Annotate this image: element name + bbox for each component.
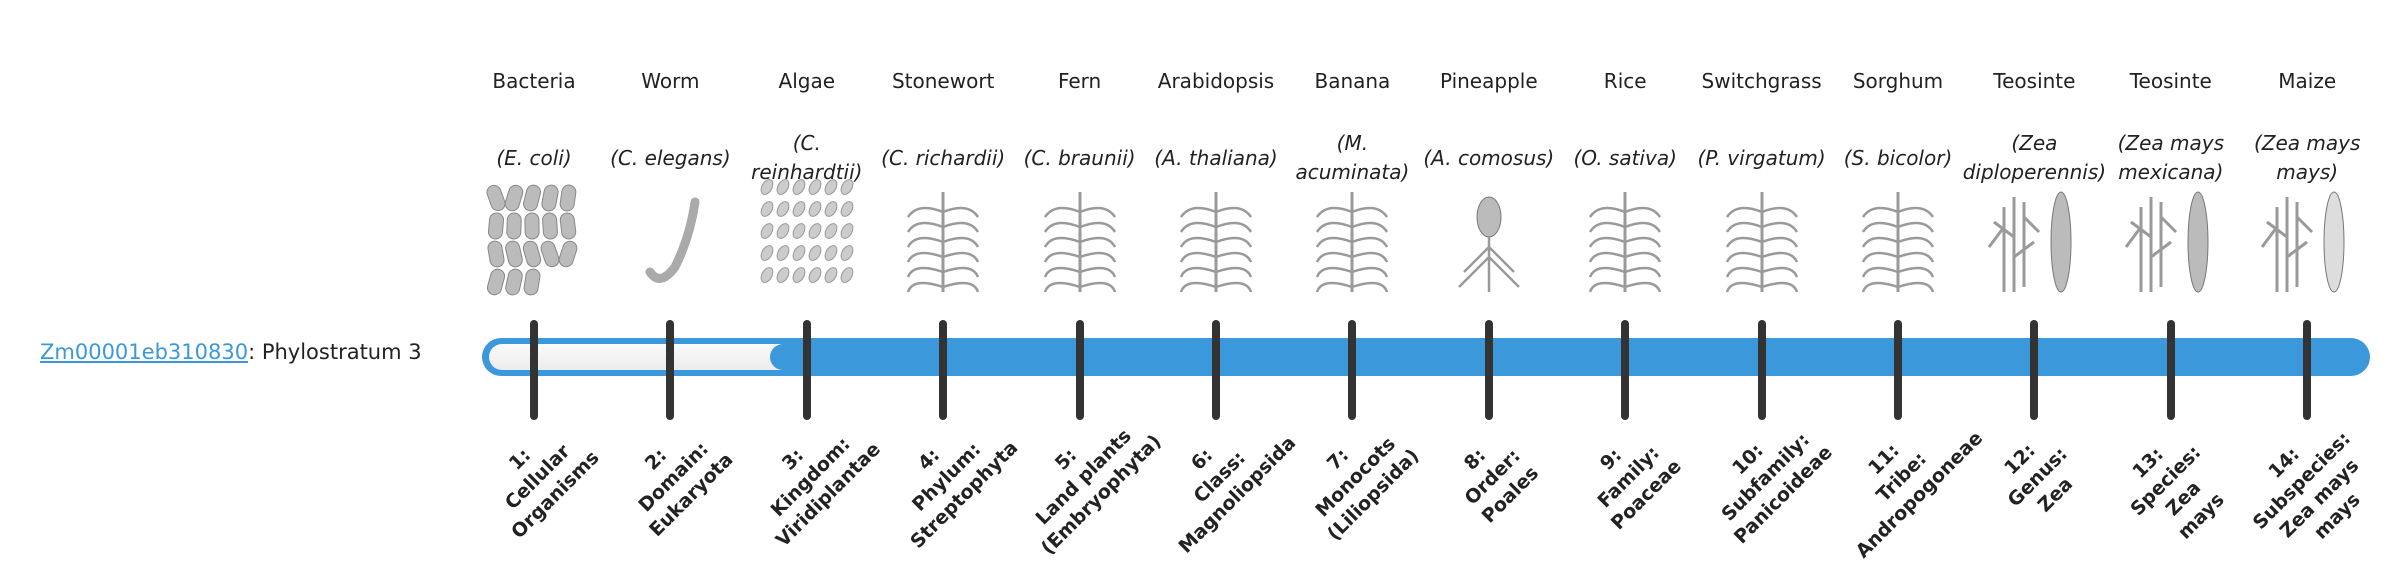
arabidopsis-icon — [1161, 177, 1271, 297]
stratum-tick — [939, 320, 948, 420]
stratum-tick — [1075, 320, 1084, 420]
stratum-tick — [1348, 320, 1357, 420]
gene-link[interactable]: Zm00001eb310830 — [40, 340, 249, 364]
stratum-label: 8: Order: Poales — [1406, 391, 1579, 564]
organism-scientific-name: (C. braunii) — [1023, 145, 1136, 170]
phylostratum-fill — [489, 344, 798, 370]
stratum-label: 10: Subfamily: Panicoideae — [1679, 391, 1852, 564]
organism-header: Teosinte (Zea diploperennis) — [1962, 64, 2107, 208]
gene-label: Zm00001eb310830: Phylostratum 3 — [40, 340, 422, 364]
organism-common-name: Teosinte — [2129, 69, 2212, 93]
maize-icon — [2252, 177, 2362, 297]
organism-header: Fern (C. braunii) — [1012, 64, 1148, 208]
organism-common-name: Teosinte — [1993, 69, 2076, 93]
stratum-tick — [1894, 320, 1902, 420]
organism-scientific-name: (M. acuminata) — [1295, 131, 1410, 184]
organism-scientific-name: (P. virgatum) — [1697, 145, 1826, 170]
phylostratum-text: : Phylostratum 3 — [248, 340, 422, 364]
organism-common-name: Arabidopsis — [1157, 69, 1275, 93]
teosinte-icon — [2116, 177, 2226, 297]
organism-header: Pineapple (A. comosus) — [1421, 64, 1557, 208]
pineapple-icon — [1434, 177, 1544, 297]
organism-common-name: Switchgrass — [1701, 69, 1822, 93]
stonewort-icon — [888, 177, 998, 297]
organism-common-name: Algae — [778, 69, 836, 93]
organism-header: Algae (C. reinhardtii) — [739, 64, 875, 208]
organism-common-name: Bacteria — [492, 69, 576, 93]
stratum-tick — [666, 320, 675, 420]
organism-scientific-name: (O. sativa) — [1573, 145, 1677, 170]
stratum-tick — [1621, 320, 1630, 420]
organism-header: Sorghum (S. bicolor) — [1830, 64, 1966, 208]
organism-scientific-name: (C. richardii) — [881, 145, 1006, 170]
stratum-label: 5: Land plants (Embryophyta) — [997, 391, 1170, 564]
organism-header: Rice (O. sativa) — [1557, 64, 1693, 208]
organism-header: Banana (M. acuminata) — [1284, 64, 1420, 208]
organism-common-name: Fern — [1057, 69, 1102, 93]
stratum-label: 4: Phylum: Streptophyta — [861, 391, 1034, 564]
algae-icon — [752, 177, 862, 297]
organism-scientific-name: (A. thaliana) — [1154, 145, 1278, 170]
stratum-label: 9: Family: Poaceae — [1543, 391, 1716, 564]
stratum-label: 6: Class: Magnoliopsida — [1133, 391, 1306, 564]
rice-icon — [1570, 177, 1680, 297]
stratum-label: 3: Kingdom: Viridiplantae — [724, 391, 897, 564]
stratum-tick — [2303, 320, 2312, 420]
worm-icon — [615, 177, 725, 297]
stratum-tick — [1484, 320, 1493, 420]
stratum-label: 14: Subspecies: Zea mays mays — [2216, 395, 2400, 585]
stratum-tick — [530, 320, 538, 420]
bacteria-icon — [479, 177, 589, 297]
stratum-tick — [1757, 320, 1766, 420]
stratum-label: 7: Monocots (Liliopsida) — [1270, 391, 1443, 564]
organism-header: Stonewort (C. richardii) — [875, 64, 1011, 208]
stratum-label: 1: Cellular Organisms — [451, 391, 624, 564]
phylostratum-bar — [482, 338, 2370, 376]
stratum-tick — [1212, 320, 1220, 420]
organism-common-name: Banana — [1314, 69, 1391, 93]
stratum-label: 2: Domain: Eukaryota — [588, 391, 761, 564]
organism-common-name: Worm — [641, 69, 700, 93]
organism-scientific-name: (Zea mays mexicana) — [2117, 131, 2224, 184]
switchgrass-icon — [1707, 177, 1817, 297]
stratum-label: 11: Tribe: Andropogoneae — [1815, 391, 1988, 564]
organism-header: Teosinte (Zea mays mexicana) — [2103, 64, 2239, 208]
stratum-label: 12: Genus: Zea — [1952, 391, 2125, 564]
sorghum-icon — [1843, 177, 1953, 297]
organism-common-name: Pineapple — [1439, 69, 1538, 93]
organism-header: Switchgrass (P. virgatum) — [1694, 64, 1830, 208]
organism-scientific-name: (S. bicolor) — [1843, 145, 1953, 170]
organism-scientific-name: (E. coli) — [496, 145, 572, 170]
stratum-tick — [802, 320, 811, 420]
organism-common-name: Maize — [2278, 69, 2337, 93]
organism-common-name: Sorghum — [1852, 69, 1944, 93]
organism-scientific-name: (A. comosus) — [1423, 145, 1555, 170]
organism-header: Worm (C. elegans) — [602, 64, 738, 208]
teosinte-icon — [1979, 177, 2089, 297]
fern-icon — [1025, 177, 1135, 297]
organism-scientific-name: (Zea diploperennis) — [1962, 131, 2107, 184]
stratum-tick — [2030, 320, 2039, 420]
organism-common-name: Rice — [1603, 69, 1647, 93]
organism-scientific-name: (Zea mays mays) — [2253, 131, 2361, 184]
banana-icon — [1297, 177, 1407, 297]
organism-common-name: Stonewort — [891, 69, 995, 93]
organism-scientific-name: (C. elegans) — [610, 145, 731, 170]
organism-header: Maize (Zea mays mays) — [2239, 64, 2375, 208]
organism-header: Arabidopsis (A. thaliana) — [1148, 64, 1284, 208]
stratum-tick — [2166, 320, 2175, 420]
organism-header: Bacteria (E. coli) — [466, 64, 602, 208]
